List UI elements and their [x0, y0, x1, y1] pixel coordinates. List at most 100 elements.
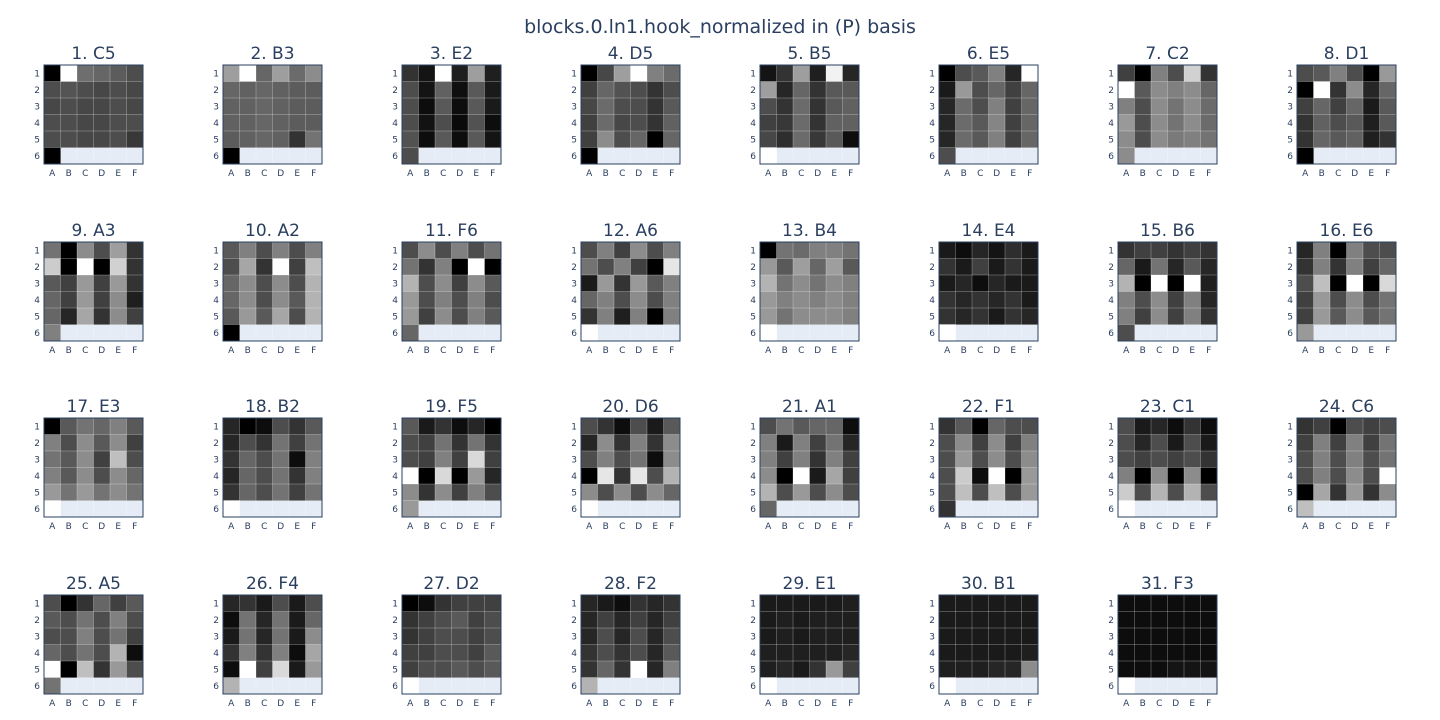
x-tick-label: B	[782, 169, 788, 179]
heatmap-cell	[1363, 131, 1380, 148]
heatmap-cell	[760, 65, 777, 82]
heatmap-cell	[760, 595, 777, 612]
y-tick-label: 4	[929, 296, 935, 306]
heatmap-cell	[647, 65, 664, 82]
x-tick-label: E	[831, 169, 837, 179]
x-tick-label: C	[440, 346, 446, 356]
heatmap-cell	[1167, 611, 1185, 629]
y-tick-label: 2	[750, 439, 756, 449]
heatmap-cell	[1313, 434, 1331, 452]
heatmap-cell	[614, 595, 631, 612]
y-tick-label: 5	[929, 488, 935, 498]
heatmap-cell	[581, 467, 598, 485]
heatmap-cell	[272, 451, 290, 468]
y-tick-label: 6	[750, 682, 756, 692]
y-tick-label: 3	[1108, 455, 1114, 465]
heatmap-cell	[223, 131, 240, 148]
y-tick-label: 4	[34, 472, 40, 482]
heatmap-cell	[1021, 291, 1039, 309]
heatmap-cell	[44, 147, 61, 165]
x-tick-label: D	[456, 522, 463, 532]
heatmap-cell	[1297, 242, 1314, 259]
x-tick-label: D	[98, 522, 105, 532]
heatmap-cell	[1134, 98, 1152, 115]
y-tick-label: 6	[750, 329, 756, 339]
heatmap-cell	[44, 611, 61, 629]
heatmap-cell	[826, 628, 843, 645]
y-tick-label: 3	[929, 279, 935, 289]
heatmap-cell	[1005, 242, 1022, 259]
x-tick-label: E	[294, 522, 300, 532]
heatmap-cell	[44, 114, 61, 132]
heatmap-cell	[939, 677, 956, 695]
heatmap-cell	[630, 308, 648, 325]
x-tick-label: B	[1140, 169, 1146, 179]
heatmap-cell	[44, 677, 61, 695]
x-tick-label: B	[603, 169, 609, 179]
heatmap-cell	[60, 81, 78, 99]
heatmap-cell	[1118, 147, 1135, 165]
heatmap-cell	[239, 65, 257, 82]
heatmap-cell	[939, 661, 956, 678]
y-tick-label: 4	[34, 649, 40, 659]
heatmap-cell	[60, 114, 78, 132]
heatmap-cell	[93, 308, 111, 325]
y-tick-label: 1	[571, 422, 577, 432]
heatmap-cell	[760, 291, 777, 309]
heatmap-cell	[842, 291, 860, 309]
heatmap-cell	[630, 484, 648, 501]
heatmap-cell	[1118, 677, 1135, 695]
x-tick-label: C	[82, 699, 88, 709]
heatmap-cell	[776, 644, 794, 662]
heatmap-cell	[60, 484, 78, 501]
heatmap-cell	[1134, 434, 1152, 452]
panel-title: 8. D1	[1324, 44, 1370, 64]
heatmap-cell	[663, 434, 681, 452]
x-tick-label: F	[132, 346, 137, 356]
heatmap-cell	[126, 114, 144, 132]
heatmap-cell	[1379, 114, 1397, 132]
y-tick-label: 3	[213, 279, 219, 289]
panel-title: 21. A1	[782, 397, 837, 417]
heatmap-cell	[842, 98, 860, 115]
heatmap-cell	[1297, 98, 1314, 115]
heatmap-cell	[1363, 467, 1380, 485]
x-tick-label: D	[1172, 169, 1179, 179]
y-tick-label: 5	[1108, 488, 1114, 498]
heatmap-cell	[760, 611, 777, 629]
heatmap-cell	[110, 242, 127, 259]
heatmap-cell	[110, 611, 127, 629]
x-tick-label: B	[424, 699, 430, 709]
heatmap-cell	[44, 324, 61, 342]
y-tick-label: 2	[1287, 439, 1293, 449]
heatmap-cell	[647, 467, 664, 485]
panel-title: 28. F2	[604, 574, 657, 594]
heatmap-cell	[1005, 451, 1022, 468]
x-tick-label: F	[1206, 346, 1211, 356]
panel-title: 19. F5	[425, 397, 478, 417]
heatmap-cell	[289, 418, 306, 435]
heatmap-cell	[1297, 147, 1314, 165]
heatmap-panel: 22. F1 A B C D E F 1 2 3 4 5 6	[929, 397, 1039, 532]
heatmap-cell	[1134, 467, 1152, 485]
heatmap-cell	[793, 308, 810, 325]
heatmap-cell	[1330, 275, 1347, 292]
heatmap-cell	[418, 275, 436, 292]
x-tick-label: A	[944, 699, 951, 709]
x-tick-label: A	[765, 169, 772, 179]
heatmap-cell	[760, 500, 777, 518]
heatmap-cell	[1151, 114, 1168, 132]
heatmap-cell	[581, 308, 598, 325]
heatmap-cell	[402, 434, 419, 452]
heatmap-cell	[289, 114, 306, 132]
y-tick-label: 2	[34, 86, 40, 96]
heatmap-cell	[1021, 611, 1039, 629]
heatmap-cell	[760, 628, 777, 645]
heatmap-cell	[223, 677, 240, 695]
heatmap-cell	[110, 595, 127, 612]
heatmap-cell	[809, 434, 827, 452]
heatmap-cell	[435, 81, 452, 99]
heatmap-cell	[256, 644, 273, 662]
heatmap-cell	[110, 484, 127, 501]
heatmap-cell	[630, 595, 648, 612]
